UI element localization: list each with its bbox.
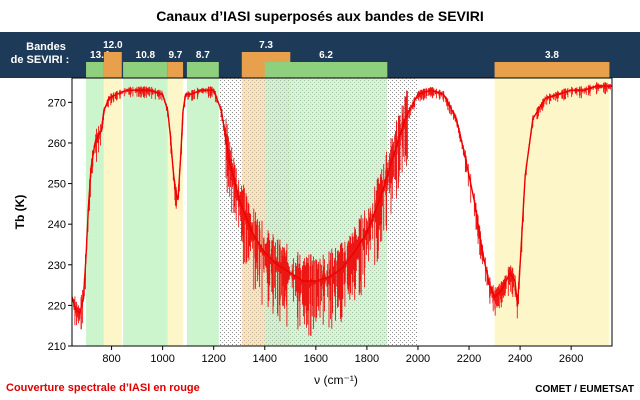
band-header-label-2: de SEVIRI :	[11, 54, 70, 66]
band-label-8.7: 8.7	[196, 50, 210, 61]
x-axis-label: ν (cm⁻¹)	[314, 373, 358, 387]
y-tick-label: 270	[48, 97, 66, 109]
band-bar-6.2	[264, 62, 388, 78]
band-bar-8.7	[186, 62, 219, 78]
band-label-12.0: 12.0	[103, 40, 123, 51]
band-bar-3.8	[494, 62, 610, 78]
band-fill-10.8	[123, 78, 168, 346]
x-tick-label: 2200	[457, 353, 481, 365]
band-label-7.3: 7.3	[259, 40, 273, 51]
chart-title: Canaux d’IASI superposés aux bandes de S…	[156, 8, 484, 24]
band-stipple-6.2	[264, 78, 388, 346]
x-tick-label: 1600	[304, 353, 328, 365]
y-tick-label: 210	[48, 341, 66, 353]
band-label-10.8: 10.8	[136, 50, 156, 61]
band-bar-13.4	[86, 62, 104, 78]
band-label-9.7: 9.7	[168, 50, 182, 61]
dotted-region	[218, 78, 242, 346]
band-fill-13.4	[86, 78, 104, 346]
band-label-6.2: 6.2	[319, 50, 333, 61]
x-tick-label: 1200	[201, 353, 225, 365]
band-label-3.8: 3.8	[545, 50, 559, 61]
band-header-label-1: Bandes	[26, 41, 66, 53]
y-axis-label: Tb (K)	[13, 195, 27, 230]
x-tick-label: 2400	[508, 353, 532, 365]
band-fill-12.0	[103, 78, 122, 346]
x-tick-label: 2600	[559, 353, 583, 365]
band-fill-3.8	[494, 78, 610, 346]
y-tick-label: 260	[48, 138, 66, 150]
band-bar-10.8	[123, 62, 168, 78]
band-fill-8.7	[186, 78, 219, 346]
band-bar-12.0	[103, 52, 122, 78]
x-tick-label: 2000	[406, 353, 430, 365]
x-tick-label: 1400	[253, 353, 277, 365]
plot-frame	[71, 77, 613, 347]
x-tick-label: 1800	[355, 353, 379, 365]
band-label-13.4: 13.4	[90, 50, 110, 61]
band-bar-9.7	[167, 62, 184, 78]
band-fill-9.7	[167, 78, 184, 346]
x-tick-label: 1000	[150, 353, 174, 365]
y-tick-label: 250	[48, 179, 66, 191]
footer-coverage-note: Couverture spectrale d’IASI en rouge	[6, 382, 200, 394]
x-tick-label: 800	[102, 353, 120, 365]
y-tick-label: 240	[48, 219, 66, 231]
footer-credit: COMET / EUMETSAT	[535, 384, 634, 395]
y-tick-label: 220	[48, 300, 66, 312]
spectrum-lines-texture	[72, 82, 612, 336]
y-tick-label: 230	[48, 260, 66, 272]
